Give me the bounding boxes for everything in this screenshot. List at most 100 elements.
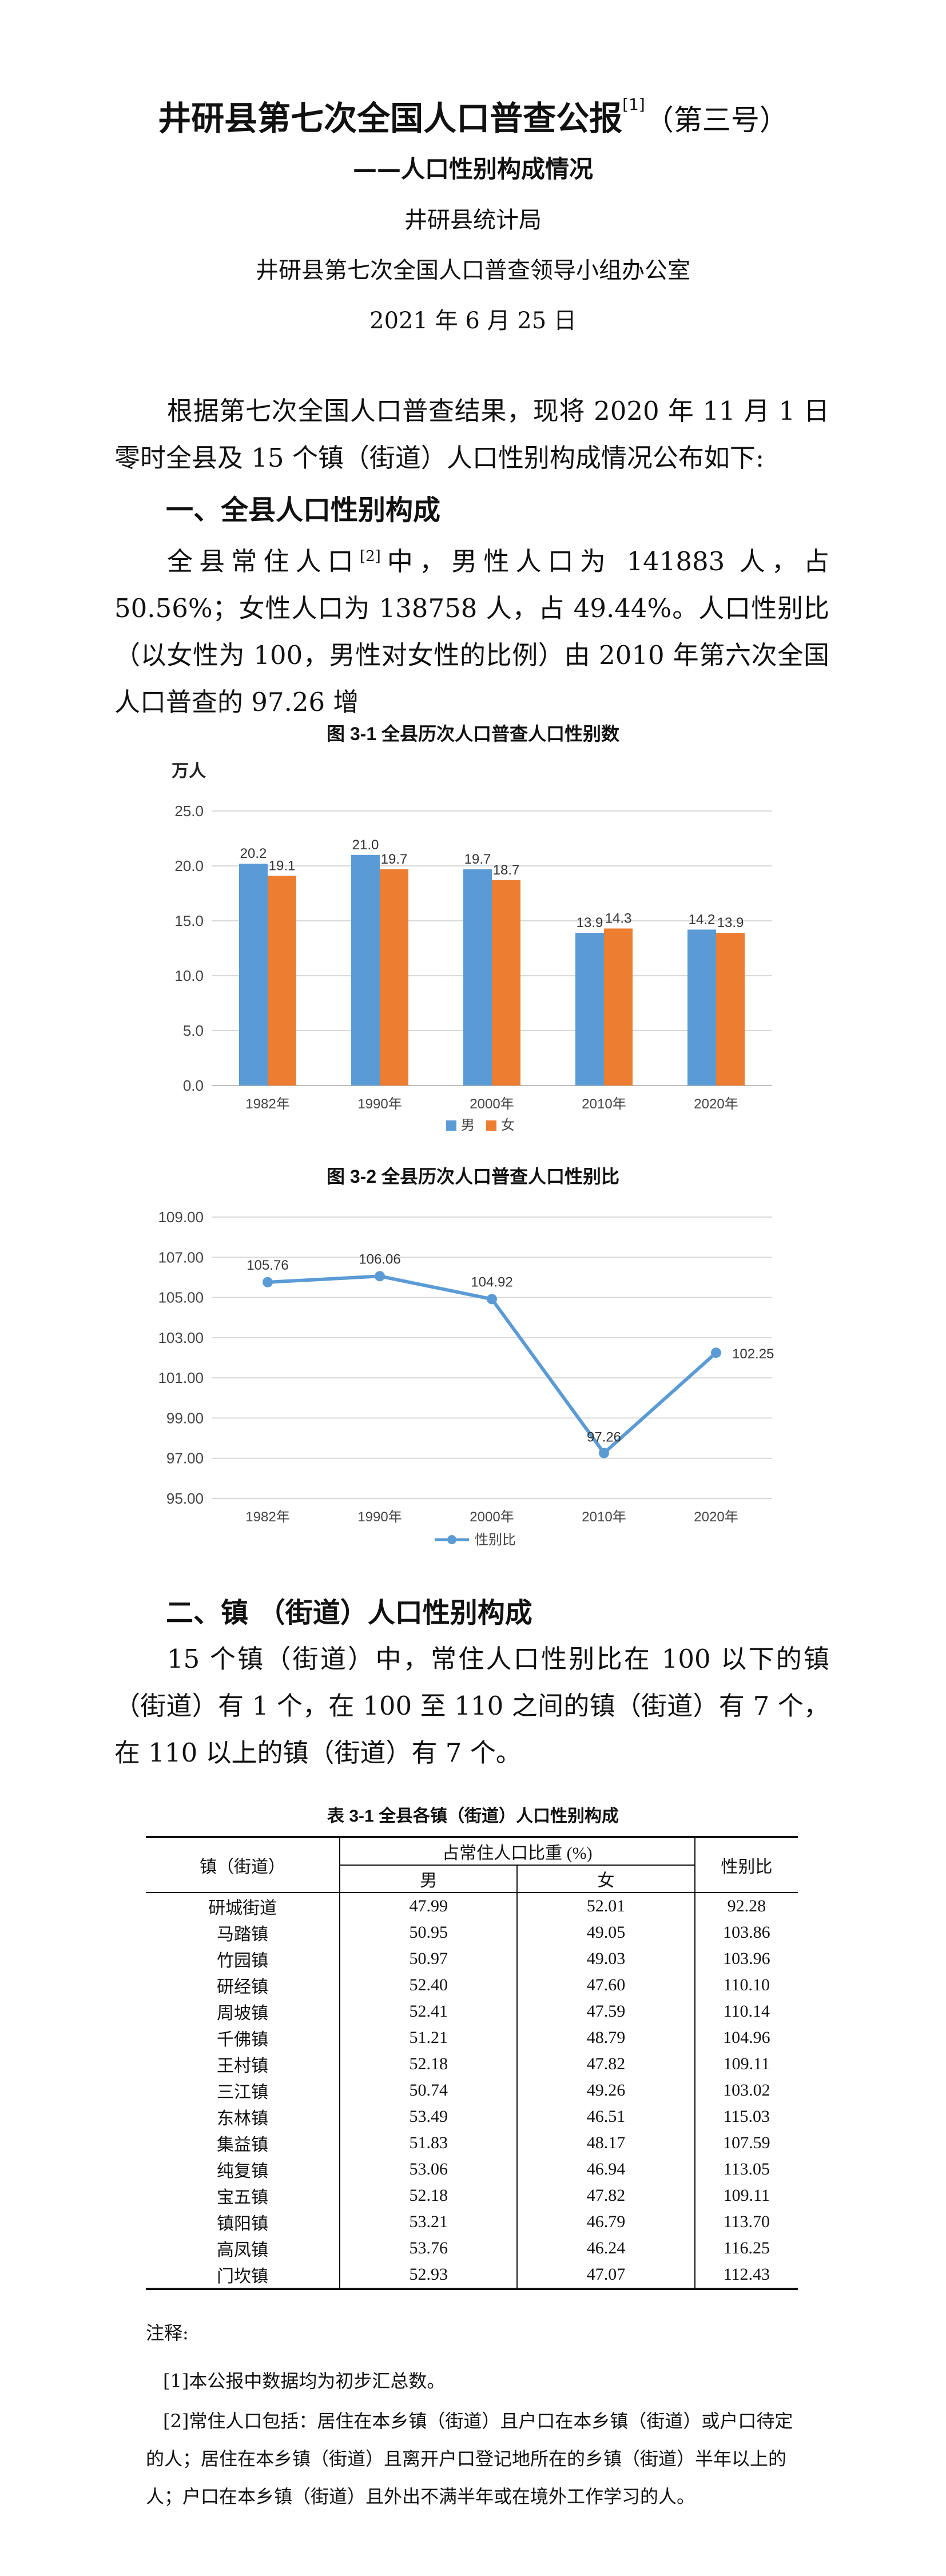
cell-town: 研经镇 xyxy=(217,1978,269,1997)
table-row: 门坎镇 52.93 47.07 112.43 xyxy=(146,2261,798,2290)
cell-male: 52.93 xyxy=(339,2261,518,2290)
table-body: 研城街道 47.99 52.01 92.28 马踏镇 50.95 49.05 103.86 竹园… xyxy=(146,1893,798,2290)
table-row: 周坡镇 52.41 47.59 110.14 xyxy=(146,1998,798,2025)
title-issue-number: （第三号） xyxy=(645,104,788,137)
y-tick-label: 10.0 xyxy=(174,967,204,984)
sex-composition-table: 镇（街道） 占常住人口比重 (%) 性别比 男 女 研城街道 47.99 52.01… xyxy=(146,1836,798,2290)
cell-male: 53.49 xyxy=(339,2104,518,2130)
table-row: 研经镇 52.40 47.60 110.10 xyxy=(146,1972,798,1998)
bar-female xyxy=(380,869,408,1086)
page-title: 井研县第七次全国人口普查公报[1]（第三号） xyxy=(0,92,946,140)
data-label: 104.92 xyxy=(471,1274,512,1290)
header-ratio: 性别比 xyxy=(694,1836,798,1893)
cell-town: 研城街道 xyxy=(208,1899,277,1918)
cell-town: 马踏镇 xyxy=(217,1925,269,1944)
x-tick-label: 1990年 xyxy=(357,1509,402,1525)
section1-text-a: 全县常住人口 xyxy=(167,546,360,577)
cell-town: 门坎镇 xyxy=(146,2261,340,2290)
note-2: [2]常住人口包括：居住在本乡镇（街道）且户口在本乡镇（街道）或户口待定的人；居… xyxy=(146,2410,793,2507)
cell-town: 竹园镇 xyxy=(217,1951,269,1970)
y-tick-label: 95.00 xyxy=(166,1490,204,1507)
data-point xyxy=(487,1294,497,1305)
x-tick-label: 2020年 xyxy=(694,1509,738,1525)
cell-female: 47.59 xyxy=(516,1998,695,2025)
table-row: 三江镇 50.74 49.26 103.02 xyxy=(146,2077,798,2104)
bar-female xyxy=(716,933,745,1086)
data-label: 102.25 xyxy=(732,1346,774,1362)
cell-female: 47.07 xyxy=(516,2261,695,2290)
cell-town: 纯复镇 xyxy=(217,2162,269,2181)
cell-ratio: 110.10 xyxy=(694,1972,798,1998)
bar-male xyxy=(575,933,604,1086)
subtitle: ——人口性别构成情况 xyxy=(352,155,593,183)
data-label: 13.9 xyxy=(577,915,603,931)
cell-female: 49.03 xyxy=(516,1946,695,1972)
header-town: 镇（街道） xyxy=(146,1836,340,1893)
bar-male xyxy=(351,854,380,1086)
cell-ratio: 104.96 xyxy=(694,2025,798,2051)
legend-swatch-male xyxy=(446,1120,456,1131)
y-tick-label: 97.00 xyxy=(166,1450,204,1467)
section1-paragraph: 全县常住人口[2]中，男性人口为 141883 人，占 50.56%；女性人口为… xyxy=(114,533,829,726)
x-tick-label: 2010年 xyxy=(582,1509,626,1525)
cell-male: 53.21 xyxy=(339,2209,518,2235)
data-label: 105.76 xyxy=(247,1258,288,1273)
title-note-ref: [1] xyxy=(622,95,645,114)
cell-town: 三江镇 xyxy=(217,2083,269,2102)
cell-female: 48.17 xyxy=(516,2130,695,2156)
cell-female: 46.24 xyxy=(516,2235,695,2261)
bar-male xyxy=(463,869,492,1086)
table-row: 高凤镇 53.76 46.24 116.25 xyxy=(146,2235,798,2261)
section1-heading: 一、全县人口性别构成 xyxy=(166,494,441,526)
y-tick-label: 103.00 xyxy=(158,1329,204,1346)
bar-female xyxy=(492,880,520,1086)
fig1-title: 图 3-1 全县历次人口普查人口性别数 xyxy=(326,723,620,744)
cell-town: 高凤镇 xyxy=(217,2241,269,2260)
y-tick-label: 107.00 xyxy=(158,1249,204,1266)
table-row: 集益镇 51.83 48.17 107.59 xyxy=(146,2130,798,2156)
table-row: 研城街道 47.99 52.01 92.28 xyxy=(146,1893,798,1919)
legend-label: 性别比 xyxy=(475,1532,516,1548)
cell-ratio: 112.43 xyxy=(694,2261,798,2290)
data-label: 18.7 xyxy=(493,862,520,878)
cell-ratio: 92.28 xyxy=(694,1893,798,1919)
cell-female: 46.79 xyxy=(516,2209,695,2235)
table-row: 宝五镇 52.18 47.82 109.11 xyxy=(146,2183,798,2209)
data-label: 14.3 xyxy=(605,911,632,926)
table-title: 表 3-1 全县各镇（街道）人口性别构成 xyxy=(327,1807,619,1826)
cell-male: 51.21 xyxy=(339,2025,518,2051)
legend-label-male: 男 xyxy=(461,1118,475,1133)
y-tick-label: 25.0 xyxy=(174,802,204,820)
x-tick-label: 1982年 xyxy=(245,1096,289,1112)
cell-female: 46.51 xyxy=(516,2104,695,2130)
x-tick-label: 2020年 xyxy=(694,1096,738,1112)
cell-female: 48.79 xyxy=(516,2025,695,2051)
cell-town: 王村镇 xyxy=(217,2057,269,2076)
data-label: 19.7 xyxy=(381,852,408,867)
cell-female: 47.82 xyxy=(516,2051,695,2077)
table-row: 王村镇 52.18 47.82 109.11 xyxy=(146,2051,798,2077)
legend-label-female: 女 xyxy=(501,1118,515,1133)
cell-town: 周坡镇 xyxy=(217,2004,269,2023)
y-tick-label: 99.00 xyxy=(166,1409,204,1426)
table-row: 马踏镇 50.95 49.05 103.86 xyxy=(146,1919,798,1946)
cell-ratio: 107.59 xyxy=(694,2130,798,2156)
table-row: 东林镇 53.49 46.51 115.03 xyxy=(146,2104,798,2130)
title-main: 井研县第七次全国人口普查公报 xyxy=(158,99,623,138)
y-tick-label: 15.0 xyxy=(174,912,204,929)
y-tick-label: 20.0 xyxy=(174,857,204,874)
cell-ratio: 115.03 xyxy=(694,2104,798,2130)
fig1-unit-label: 万人 xyxy=(172,762,206,781)
x-tick-label: 2000年 xyxy=(470,1096,514,1112)
issuer-office: 井研县第七次全国人口普查领导小组办公室 xyxy=(256,257,690,284)
y-tick-label: 105.00 xyxy=(158,1289,204,1306)
data-label: 19.1 xyxy=(269,858,296,873)
cell-town: 千佛镇 xyxy=(217,2030,269,2049)
cell-female: 52.01 xyxy=(516,1893,695,1919)
cell-male: 53.06 xyxy=(339,2156,518,2183)
data-label: 106.06 xyxy=(359,1251,400,1267)
bar-female xyxy=(268,876,296,1086)
cell-female: 47.60 xyxy=(516,1972,695,1998)
cell-ratio: 109.11 xyxy=(694,2183,798,2209)
legend-swatch-female xyxy=(486,1120,496,1131)
